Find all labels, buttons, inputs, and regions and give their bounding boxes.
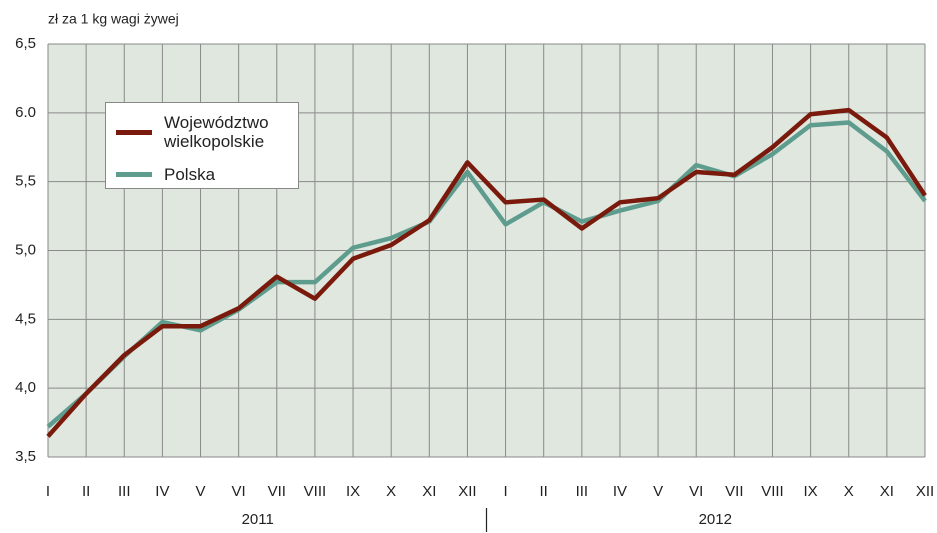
x-tick-label: IV	[613, 483, 627, 500]
y-tick-label: 4,0	[15, 379, 36, 396]
x-tick-label: II	[540, 483, 548, 500]
x-tick-label: VII	[268, 483, 286, 500]
x-tick-label: III	[118, 483, 131, 500]
x-tick-label: I	[46, 483, 50, 500]
x-tick-label: VI	[689, 483, 703, 500]
x-tick-label: XI	[422, 483, 436, 500]
legend: Województwo wielkopolskie Polska	[105, 102, 299, 189]
y-axis-label: zł za 1 kg wagi żywej	[48, 11, 179, 27]
legend-swatch	[116, 172, 152, 177]
x-tick-label: III	[576, 483, 589, 500]
y-tick-label: 6,5	[15, 35, 36, 52]
x-tick-label: V	[653, 483, 663, 500]
x-tick-label: X	[386, 483, 396, 500]
y-tick-label: 5,0	[15, 241, 36, 258]
x-tick-label: IX	[804, 483, 818, 500]
legend-label: Województwo wielkopolskie	[164, 113, 269, 151]
y-tick-label: 5,5	[15, 173, 36, 190]
x-tick-label: II	[82, 483, 90, 500]
x-tick-label: I	[503, 483, 507, 500]
legend-swatch	[116, 129, 152, 135]
legend-label: Polska	[164, 165, 216, 184]
x-tick-label: XII	[916, 483, 934, 500]
x-tick-label: VIII	[761, 483, 784, 500]
legend-entry: Województwo wielkopolskie	[116, 113, 294, 151]
series-line	[46, 120, 927, 429]
year-label: 2011	[242, 511, 274, 528]
x-tick-label: X	[844, 483, 854, 500]
x-tick-label: VI	[232, 483, 246, 500]
series-line	[46, 107, 927, 438]
x-tick-label: IV	[155, 483, 169, 500]
legend-entry: Polska	[116, 165, 294, 184]
x-tick-label: V	[196, 483, 206, 500]
x-tick-label: XII	[458, 483, 476, 500]
x-tick-label: VIII	[304, 483, 327, 500]
y-tick-label: 4,5	[15, 310, 36, 327]
year-label: 2012	[699, 511, 732, 528]
x-tick-label: VII	[725, 483, 743, 500]
x-tick-label: IX	[346, 483, 360, 500]
x-tick-label: XI	[880, 483, 894, 500]
y-tick-label: 3,5	[15, 448, 36, 465]
y-tick-label: 6.0	[15, 104, 36, 121]
